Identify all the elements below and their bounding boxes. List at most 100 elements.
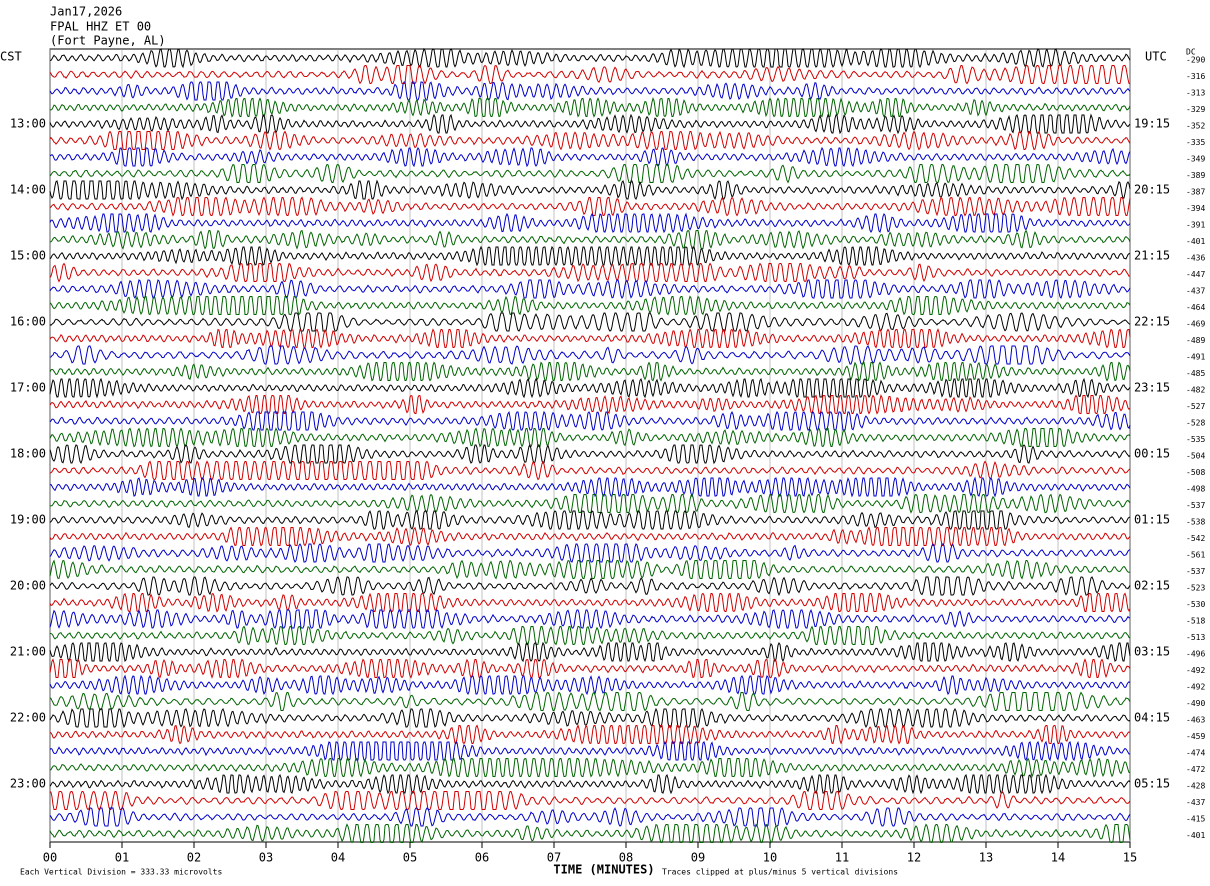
utc-label: 20:15 [1134,183,1170,197]
dc-value: -389 [1186,171,1205,180]
dc-value: -508 [1186,468,1205,477]
header-line: FPAL HHZ ET 00 [50,20,151,34]
dc-value: -491 [1186,353,1205,362]
dc-value: -490 [1186,699,1205,708]
footer-left: Each Vertical Division = 333.33 microvol… [20,868,222,877]
trace [49,576,1131,597]
cst-label: 22:00 [10,711,46,725]
trace [49,262,1131,283]
utc-label: 19:15 [1134,117,1170,131]
trace [49,526,1131,547]
cst-label: 21:00 [10,645,46,659]
dc-value: -463 [1186,716,1205,725]
trace [49,757,1131,779]
trace [49,295,1131,316]
trace [49,807,1131,827]
dc-value: -489 [1186,336,1205,345]
dc-value: -498 [1186,485,1205,494]
dc-value: -472 [1186,765,1205,774]
dc-value: -437 [1186,798,1205,807]
x-tick-label: 10 [763,851,777,865]
trace [49,279,1131,300]
dc-value: -394 [1186,204,1205,213]
dc-value: -447 [1186,270,1205,279]
trace [49,658,1131,679]
dc-value: -530 [1186,600,1205,609]
trace [49,460,1131,481]
dc-value: -528 [1186,419,1205,428]
trace [49,328,1131,349]
dc-value: -387 [1186,188,1205,197]
utc-label: 05:15 [1134,777,1170,791]
trace [49,245,1131,267]
trace [49,493,1131,514]
trace [49,163,1131,184]
dc-value: -561 [1186,551,1205,560]
trace [49,740,1131,762]
dc-value: -436 [1186,254,1205,263]
dc-value: -335 [1186,138,1205,147]
x-tick-label: 03 [259,851,273,865]
x-tick-label: 00 [43,851,57,865]
trace [49,410,1131,431]
dc-value: -482 [1186,386,1205,395]
x-tick-label: 15 [1123,851,1137,865]
trace [49,229,1131,250]
dc-value: -401 [1186,831,1205,840]
dc-value: -428 [1186,782,1205,791]
x-tick-label: 12 [907,851,921,865]
x-tick-label: 09 [691,851,705,865]
x-axis-label: TIME (MINUTES) [553,863,654,877]
trace [49,559,1131,580]
dc-value: -290 [1186,56,1205,65]
trace [49,510,1131,530]
header-line: (Fort Payne, AL) [50,34,166,48]
trace [49,196,1131,217]
trace [49,377,1131,399]
trace [49,625,1131,646]
dc-value: -464 [1186,303,1205,312]
dc-value: -535 [1186,435,1205,444]
right-header: UTC [1145,50,1167,64]
utc-label: 03:15 [1134,645,1170,659]
footer-right: Traces clipped at plus/minus 5 vertical … [662,868,898,877]
cst-label: 18:00 [10,447,46,461]
dc-value: -492 [1186,666,1205,675]
cst-label: 16:00 [10,315,46,329]
dc-value: -492 [1186,683,1205,692]
trace [49,773,1131,795]
trace [49,691,1131,712]
header-line: Jan17,2026 [50,5,122,19]
utc-label: 21:15 [1134,249,1170,263]
cst-label: 17:00 [10,381,46,395]
trace [49,361,1131,382]
trace [49,543,1131,563]
dc-value: -316 [1186,72,1205,81]
trace [49,443,1131,465]
trace [49,345,1131,365]
cst-label: 15:00 [10,249,46,263]
dc-value: -538 [1186,518,1205,527]
x-tick-label: 04 [331,851,345,865]
dc-value: -415 [1186,815,1205,824]
dc-value: -518 [1186,617,1205,626]
trace [49,64,1131,85]
x-tick-label: 01 [115,851,129,865]
dc-value: -496 [1186,650,1205,659]
dc-value: -474 [1186,749,1205,758]
trace [49,146,1131,168]
dc-value: -401 [1186,237,1205,246]
dc-value: -313 [1186,89,1205,98]
trace [49,312,1131,332]
x-tick-label: 11 [835,851,849,865]
trace [49,212,1131,234]
dc-value: -352 [1186,122,1205,131]
trace [49,476,1131,498]
cst-label: 19:00 [10,513,46,527]
utc-label: 02:15 [1134,579,1170,593]
cst-label: 23:00 [10,777,46,791]
trace [49,707,1131,729]
utc-label: 04:15 [1134,711,1170,725]
trace [49,790,1131,811]
